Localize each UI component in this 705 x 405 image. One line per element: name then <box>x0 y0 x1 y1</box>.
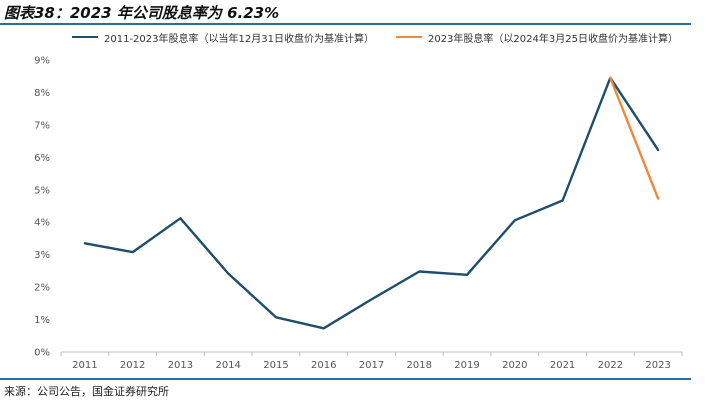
y-axis-ticks: 0% 1% 2% 3% 4% 5% 6% 7% 8% 9% <box>34 56 50 359</box>
y-tick-label: 5% <box>34 185 50 196</box>
y-tick-label: 6% <box>34 153 50 164</box>
y-tick-label: 2% <box>34 283 50 294</box>
x-axis-tick-marks <box>60 352 683 356</box>
legend-item-primary: 2011-2023年股息率（以当年12月31日收盘价为基准计算） <box>72 30 374 45</box>
x-tick-label: 2021 <box>550 360 575 371</box>
x-tick-label: 2011 <box>72 360 97 371</box>
y-tick-label: 4% <box>34 218 50 229</box>
x-tick-label: 2012 <box>120 360 145 371</box>
y-tick-label: 0% <box>34 348 50 359</box>
series-line-secondary <box>609 76 660 200</box>
x-tick-label: 2020 <box>502 360 527 371</box>
x-tick-label: 2016 <box>311 360 336 371</box>
x-tick-label: 2023 <box>645 360 670 371</box>
x-tick-label: 2022 <box>598 360 623 371</box>
top-rule <box>0 23 691 25</box>
legend-swatch-secondary <box>395 36 422 38</box>
source-note: 来源：公司公告，国金证券研究所 <box>4 385 169 398</box>
y-tick-label: 3% <box>34 250 50 261</box>
y-tick-label: 1% <box>34 315 50 326</box>
y-tick-label: 9% <box>34 56 50 67</box>
legend-label-primary: 2011-2023年股息率（以当年12月31日收盘价为基准计算） <box>104 33 374 45</box>
x-axis-ticks: 2011 2012 2013 2014 2015 2016 2017 2018 2019 2020… <box>72 360 671 371</box>
chart-title: 图表38：2023 年公司股息率为 6.23% <box>4 4 280 22</box>
y-tick-label: 7% <box>34 120 50 131</box>
bottom-rule <box>0 378 691 380</box>
series-lines <box>83 76 660 330</box>
legend-swatch-primary <box>72 36 98 38</box>
x-tick-label: 2019 <box>454 360 479 371</box>
legend-item-secondary: 2023年股息率（以2024年3月25日收盘价为基准计算） <box>395 30 678 45</box>
line-chart: 0%1%2%3%4%5%6%7%8%9% 2011 2012 2013 2014 201… <box>34 56 683 371</box>
x-tick-label: 2018 <box>407 360 432 371</box>
series-line-primary <box>83 76 660 330</box>
x-tick-label: 2015 <box>263 360 288 371</box>
x-tick-label: 2013 <box>168 360 193 371</box>
x-tick-label: 2014 <box>215 360 240 371</box>
y-tick-label: 8% <box>34 88 50 99</box>
x-tick-label: 2017 <box>359 360 384 371</box>
legend-label-secondary: 2023年股息率（以2024年3月25日收盘价为基准计算） <box>427 33 678 45</box>
chart-legend: 2011-2023年股息率（以当年12月31日收盘价为基准计算） 2023年股息… <box>72 30 700 45</box>
